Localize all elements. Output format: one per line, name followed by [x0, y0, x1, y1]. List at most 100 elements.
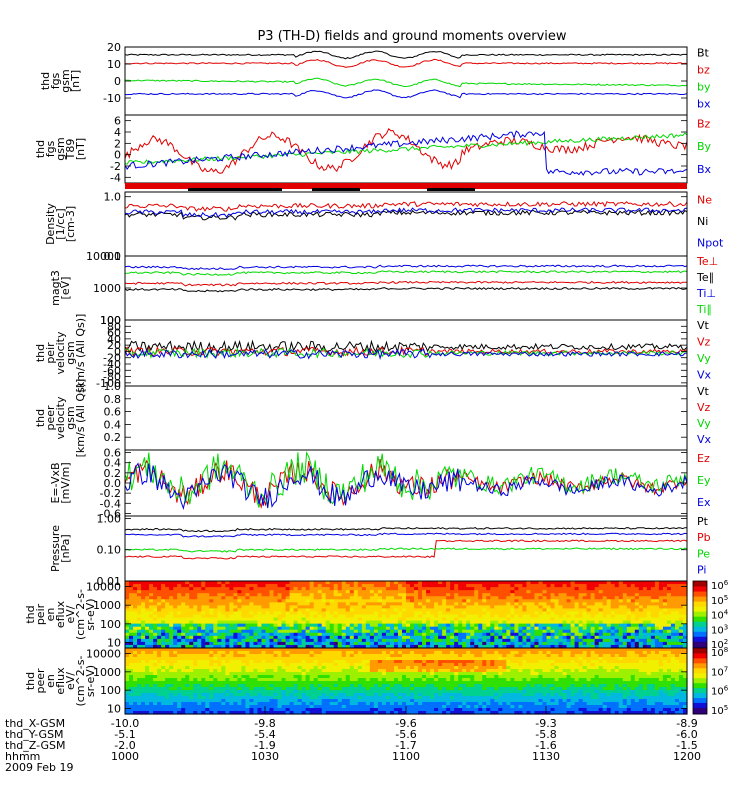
spectrogram-cell: [361, 705, 367, 709]
spectrogram-cell: [381, 602, 387, 606]
spectrogram-cell: [221, 693, 226, 697]
spectrogram-cell: [225, 614, 230, 619]
spectrogram-cell: [478, 596, 483, 600]
spectrogram-cell: [490, 623, 495, 628]
spectrogram-cell: [510, 629, 515, 634]
spectrogram-cell: [277, 638, 283, 643]
spectrogram-cell: [349, 608, 355, 613]
spectrogram-cell: [313, 684, 319, 688]
spectrogram-cell: [502, 590, 507, 594]
spectrogram-cell: [365, 681, 371, 685]
spectrogram-cell: [406, 648, 411, 652]
spectrogram-cell: [542, 626, 548, 631]
spectrogram-cell: [438, 596, 443, 600]
spectrogram-cell: [393, 596, 399, 600]
spectrogram-cell: [361, 648, 367, 652]
spectrogram-cell: [209, 587, 214, 591]
spectrogram-cell: [462, 602, 467, 606]
spectrogram-cell: [562, 584, 568, 588]
spectrogram-cell: [185, 605, 190, 610]
spectrogram-cell: [682, 638, 688, 643]
spectrogram-cell: [406, 632, 411, 637]
spectrogram-cell: [522, 602, 528, 606]
spectrogram-cell: [245, 663, 251, 667]
spectrogram-cell: [301, 623, 307, 628]
spectrogram-cell: [265, 608, 271, 613]
spectrogram-cell: [293, 678, 299, 682]
spectrogram-cell: [353, 654, 359, 658]
spectrogram-cell: [265, 666, 271, 670]
spectrogram-cell: [349, 648, 355, 652]
spectrogram-cell: [205, 657, 210, 661]
spectrogram-cell: [313, 611, 319, 616]
spectrogram-cell: [301, 629, 307, 634]
spectrogram-cell: [566, 611, 572, 616]
spectrogram-cell: [289, 690, 295, 694]
spectrogram-cell: [181, 648, 186, 652]
spectrogram-cell: [590, 617, 596, 622]
spectrogram-cell: [193, 602, 198, 606]
spectrogram-cell: [498, 599, 503, 603]
spectrogram-cell: [542, 584, 548, 588]
spectrogram-cell: [285, 672, 291, 676]
spectrogram-cell: [582, 608, 588, 613]
spectrogram-cell: [365, 629, 371, 634]
spectrogram-cell: [241, 708, 247, 712]
spectrogram-cell: [225, 705, 230, 709]
spectrogram-cell: [125, 620, 130, 625]
spectrogram-cell: [149, 587, 154, 591]
spectrogram-cell: [397, 602, 403, 606]
spectrogram-cell: [205, 675, 210, 679]
spectrogram-cell: [574, 593, 580, 597]
spectrogram-cell: [361, 593, 367, 597]
spectrogram-cell: [558, 617, 564, 622]
spectrogram-cell: [490, 644, 495, 649]
spectrogram-cell: [381, 614, 387, 619]
y-tick-label: 1.0: [104, 191, 122, 204]
spectrogram-cell: [638, 599, 644, 603]
spectrogram-cell: [361, 611, 367, 616]
spectrogram-cell: [345, 684, 351, 688]
spectrogram-cell: [442, 593, 447, 597]
spectrogram-cell: [522, 593, 528, 597]
spectrogram-cell: [269, 654, 275, 658]
spectrogram-cell: [410, 599, 415, 603]
spectrogram-cell: [357, 687, 363, 691]
spectrogram-cell: [498, 608, 503, 613]
spectrogram-cell: [662, 581, 668, 585]
spectrogram-cell: [598, 599, 604, 603]
ylabel-line: E=-VxB: [49, 462, 62, 503]
spectrogram-cell: [365, 605, 371, 610]
spectrogram-cell: [173, 608, 178, 613]
spectrogram-cell: [309, 611, 315, 616]
series-line-Te⊥: [124, 280, 688, 287]
spectrogram-cell: [277, 648, 283, 652]
spectrogram-cell: [149, 614, 154, 619]
spectrogram-cell: [189, 581, 194, 585]
spectrogram-cell: [454, 611, 459, 616]
spectrogram-cell: [458, 617, 463, 622]
spectrogram-cell: [538, 635, 544, 640]
spectrogram-cell: [229, 629, 234, 634]
spectrogram-cell: [357, 608, 363, 613]
spectrogram-cell: [373, 596, 379, 600]
spectrogram-cell: [349, 599, 355, 603]
spectrogram-cell: [253, 614, 259, 619]
spectrogram-cell: [414, 641, 419, 646]
spectrogram-cell: [225, 626, 230, 631]
spectrogram-cell: [217, 590, 222, 594]
spectrogram-cell: [634, 629, 640, 634]
spectrogram-cell: [321, 611, 327, 616]
spectrogram-cell: [133, 617, 138, 622]
spectrogram-cell: [309, 620, 315, 625]
spectrogram-cell: [389, 632, 395, 637]
spectrogram-cell: [662, 608, 668, 613]
spectrogram-cell: [397, 620, 403, 625]
spectrogram-cell: [157, 702, 162, 706]
spectrogram-cell: [337, 605, 343, 610]
spectrogram-cell: [333, 696, 339, 700]
spectrogram-cell: [317, 669, 323, 673]
spectrogram-cell: [438, 584, 443, 588]
spectrogram-cell: [297, 629, 303, 634]
spectrogram-cell: [277, 632, 283, 637]
